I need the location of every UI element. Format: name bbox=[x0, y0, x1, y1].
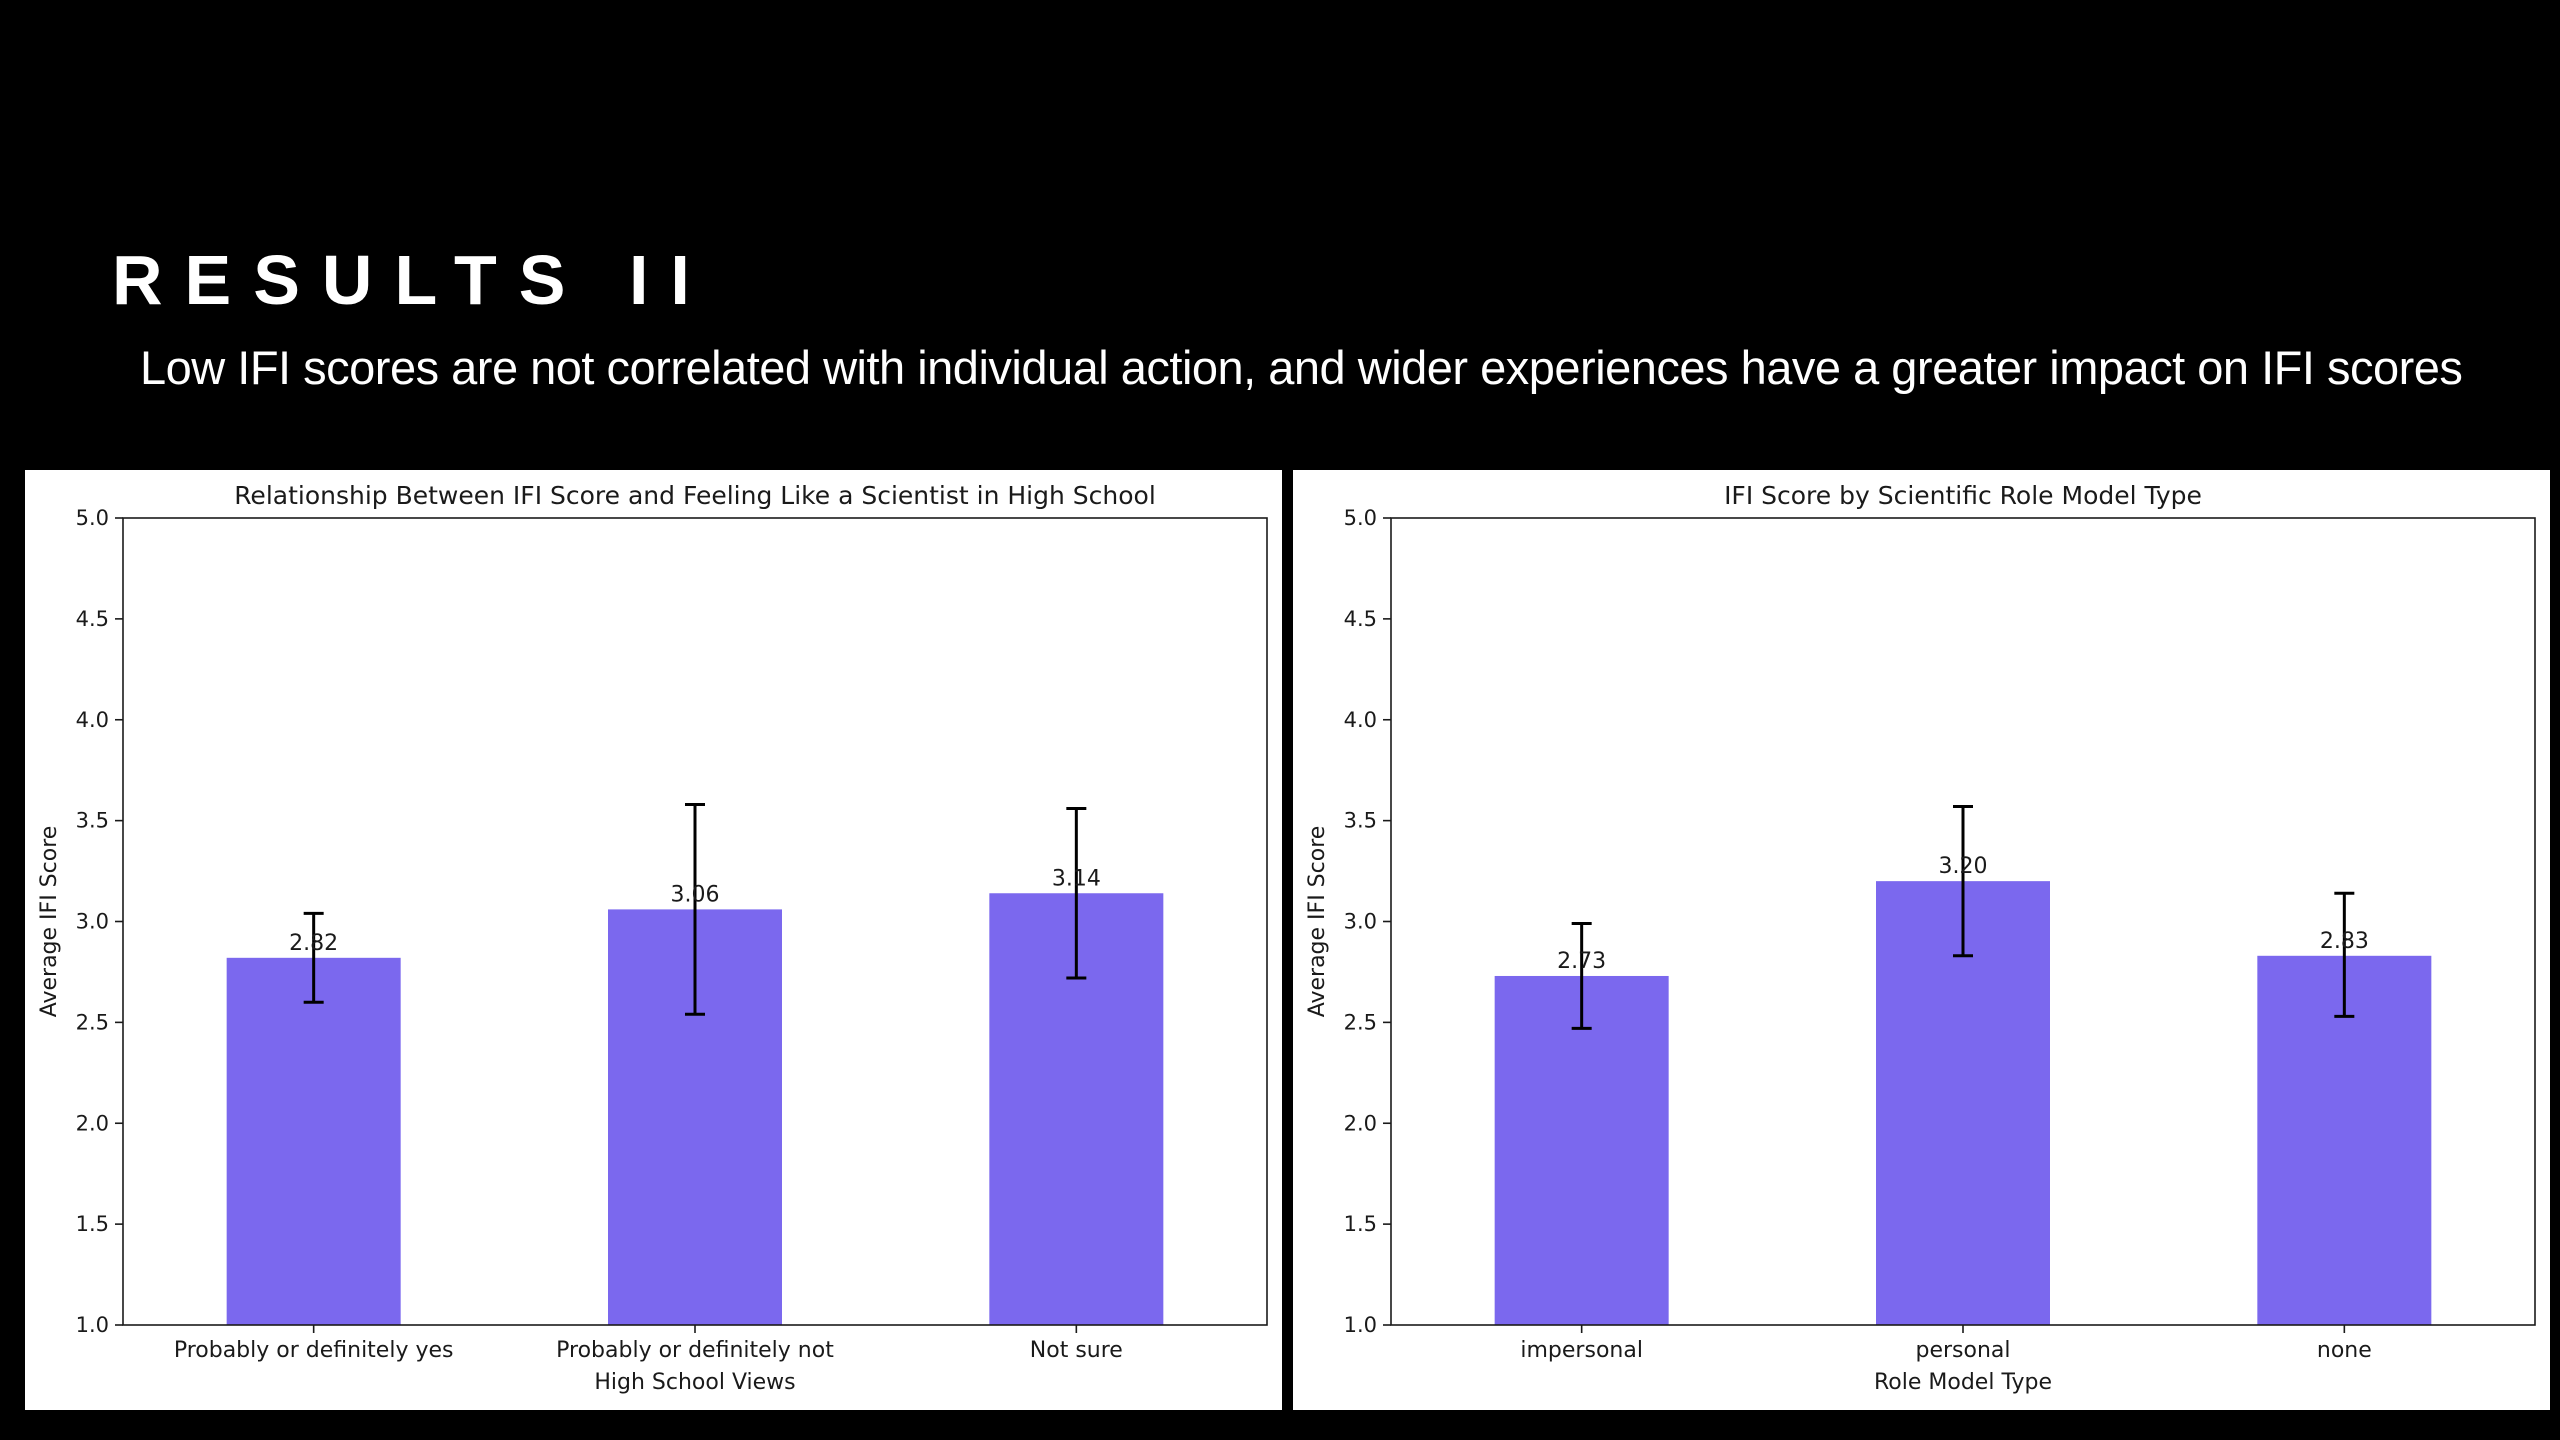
y-tick-label-3: 2.5 bbox=[76, 1010, 109, 1034]
chart-high-school-views: Relationship Between IFI Score and Feeli… bbox=[37, 481, 1268, 1395]
y-tick-label-1: 1.5 bbox=[76, 1212, 109, 1236]
y-tick-label-6: 4.0 bbox=[76, 708, 109, 732]
chart-panel-role-model-type: IFI Score by Scientific Role Model Type 2… bbox=[1293, 470, 2550, 1410]
slide-subtitle: Low IFI scores are not correlated with i… bbox=[140, 341, 2463, 394]
chart-panel-high-school-views: Relationship Between IFI Score and Feeli… bbox=[25, 470, 1282, 1410]
x-tick-label-1: Probably or definitely not bbox=[556, 1338, 834, 1363]
y-tick-label-0: 1.0 bbox=[1344, 1313, 1377, 1337]
value-label-2: 3.14 bbox=[1052, 866, 1101, 891]
x-axis-label: Role Model Type bbox=[1874, 1370, 2052, 1395]
y-tick-label-2: 2.0 bbox=[1344, 1111, 1377, 1135]
y-tick-label-8: 5.0 bbox=[76, 506, 109, 530]
x-tick-label-2: none bbox=[2317, 1338, 2372, 1363]
x-tick-label-1: personal bbox=[1915, 1338, 2010, 1363]
y-tick-label-6: 4.0 bbox=[1344, 708, 1377, 732]
y-tick-label-5: 3.5 bbox=[76, 809, 109, 833]
y-tick-label-5: 3.5 bbox=[1344, 809, 1377, 833]
bar-0 bbox=[226, 957, 401, 1325]
chart-title: Relationship Between IFI Score and Feeli… bbox=[234, 481, 1156, 510]
y-tick-label-3: 2.5 bbox=[1344, 1010, 1377, 1034]
y-tick-label-4: 3.0 bbox=[1344, 910, 1377, 934]
value-label-1: 3.06 bbox=[671, 882, 720, 907]
y-axis-label: Average IFI Score bbox=[37, 826, 62, 1018]
chart-role-model-type: IFI Score by Scientific Role Model Type 2… bbox=[1305, 481, 2536, 1395]
slide-title: RESULTS II bbox=[112, 241, 712, 319]
chart-title: IFI Score by Scientific Role Model Type bbox=[1724, 481, 2202, 510]
value-label-2: 2.83 bbox=[2320, 929, 2369, 954]
y-tick-label-8: 5.0 bbox=[1344, 506, 1377, 530]
y-tick-label-4: 3.0 bbox=[76, 910, 109, 934]
y-tick-label-7: 4.5 bbox=[1344, 607, 1377, 631]
y-axis-label: Average IFI Score bbox=[1305, 826, 1330, 1018]
y-tick-label-1: 1.5 bbox=[1344, 1212, 1377, 1236]
value-label-0: 2.73 bbox=[1557, 949, 1606, 974]
value-label-0: 2.82 bbox=[289, 931, 338, 956]
y-tick-label-7: 4.5 bbox=[76, 607, 109, 631]
y-tick-label-2: 2.0 bbox=[76, 1111, 109, 1135]
x-tick-label-2: Not sure bbox=[1030, 1338, 1123, 1363]
bar-0 bbox=[1494, 975, 1669, 1325]
x-tick-label-0: impersonal bbox=[1520, 1338, 1643, 1363]
y-tick-label-0: 1.0 bbox=[76, 1313, 109, 1337]
x-tick-label-0: Probably or definitely yes bbox=[174, 1338, 454, 1363]
x-axis-label: High School Views bbox=[594, 1370, 795, 1395]
value-label-1: 3.20 bbox=[1939, 854, 1988, 879]
